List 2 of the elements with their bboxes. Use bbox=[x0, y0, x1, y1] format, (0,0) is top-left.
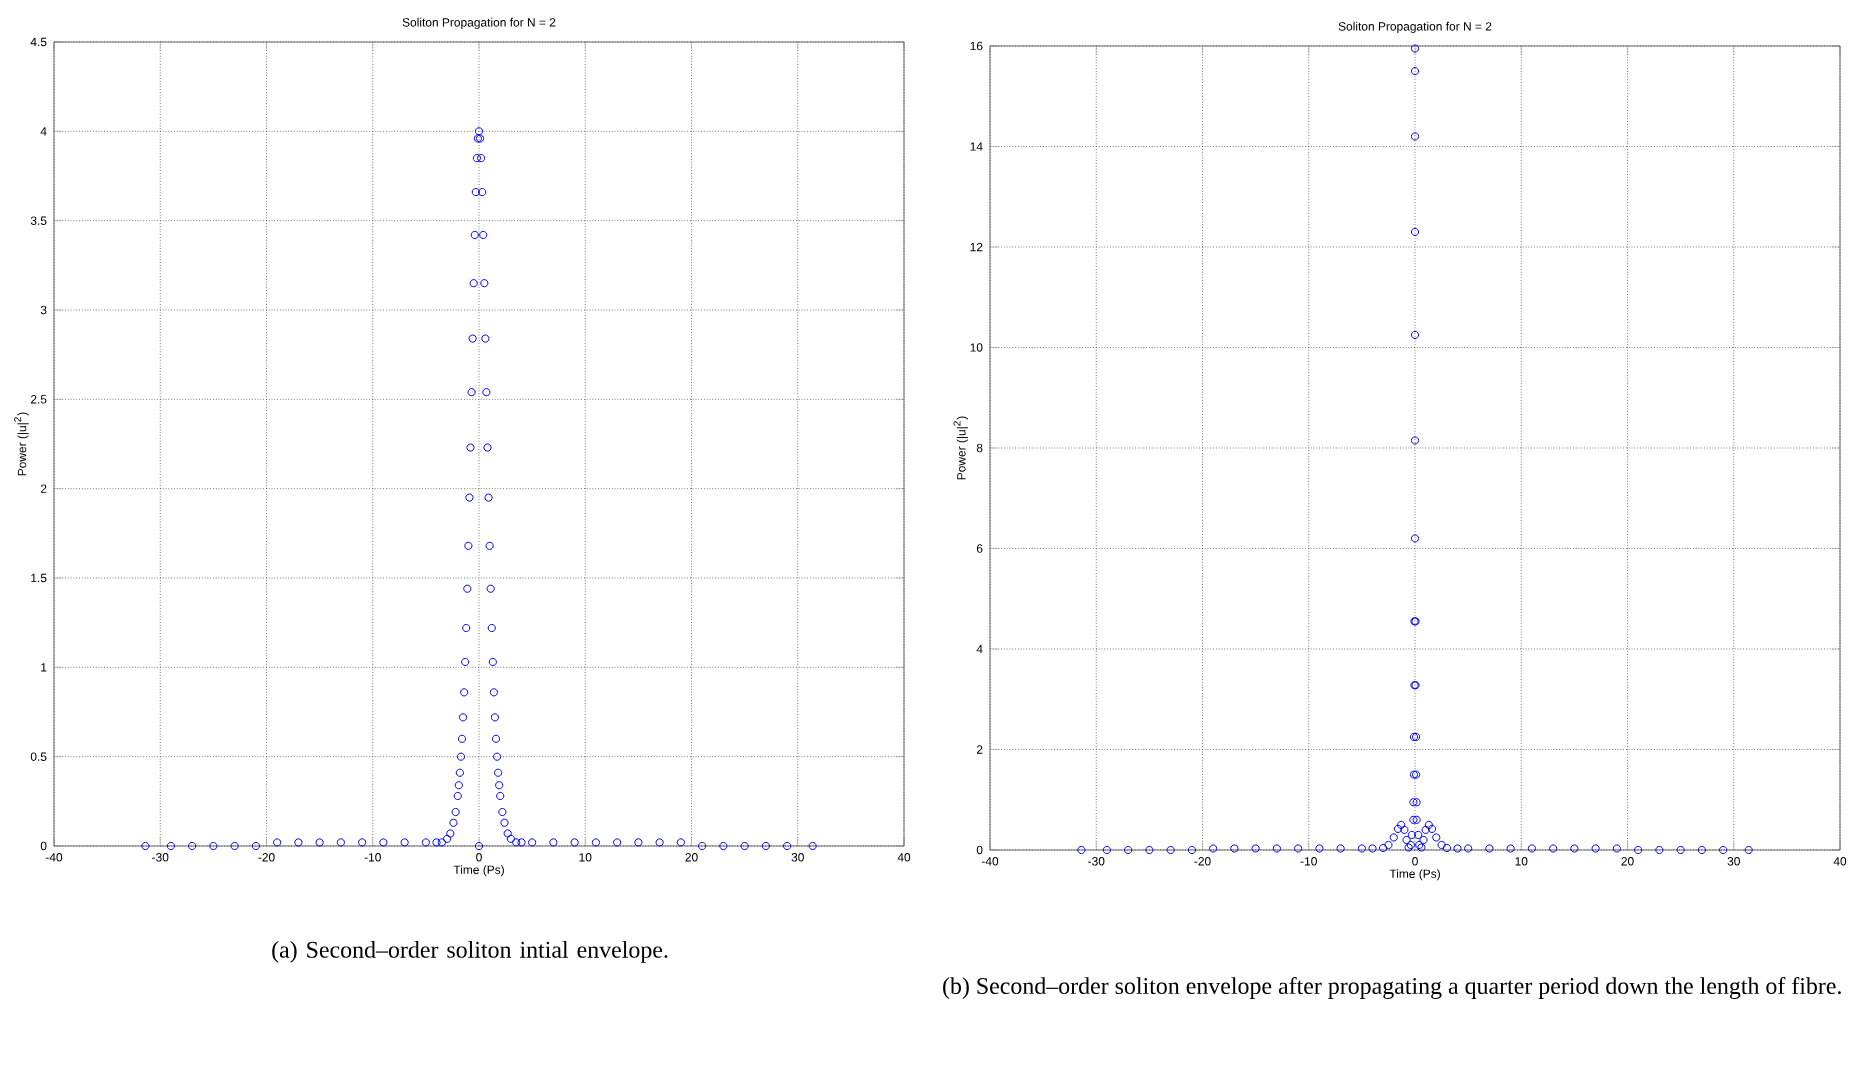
text: (b) Second–order soliton envelope after propagating a quarter period down the length of fibre. bbox=[943, 977, 1841, 1000]
text: (a) Second–order soliton intial envelope. bbox=[272, 941, 668, 963]
